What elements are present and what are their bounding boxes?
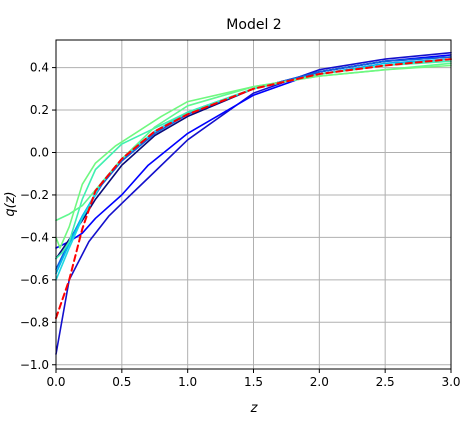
x-tick-label: 1.0: [178, 375, 197, 389]
x-tick-label: 3.0: [441, 375, 460, 389]
y-axis-label: q(z): [3, 191, 18, 216]
x-tick-label: 1.5: [244, 375, 263, 389]
series-layer: [55, 51, 452, 355]
series-line-9: [55, 64, 452, 249]
x-tick-label: 2.0: [310, 375, 329, 389]
x-tick-label: 0.0: [46, 375, 65, 389]
chart-title: Model 2: [226, 17, 281, 33]
y-tick-label: −0.6: [20, 273, 49, 287]
y-tick-label: −0.8: [20, 315, 49, 329]
y-tick-label: −0.2: [20, 188, 49, 202]
y-tick-label: −0.4: [20, 230, 49, 244]
y-tick-label: 0.4: [30, 61, 49, 75]
series-line-dashed: [55, 58, 452, 320]
x-tick-label: 0.5: [112, 375, 131, 389]
series-line-1: [55, 51, 452, 355]
x-tick-label: 2.5: [376, 375, 395, 389]
y-tick-label: 0.2: [30, 103, 49, 117]
x-axis-label: z: [250, 401, 259, 416]
ticks: 0.0 0.5 1.0 1.5 2.0 2.5 3.0 −1.0 −0.8 −0.6 −0.4 −0.…: [20, 61, 461, 389]
y-tick-label: −1.0: [20, 358, 49, 372]
y-tick-label: 0.0: [30, 145, 49, 159]
